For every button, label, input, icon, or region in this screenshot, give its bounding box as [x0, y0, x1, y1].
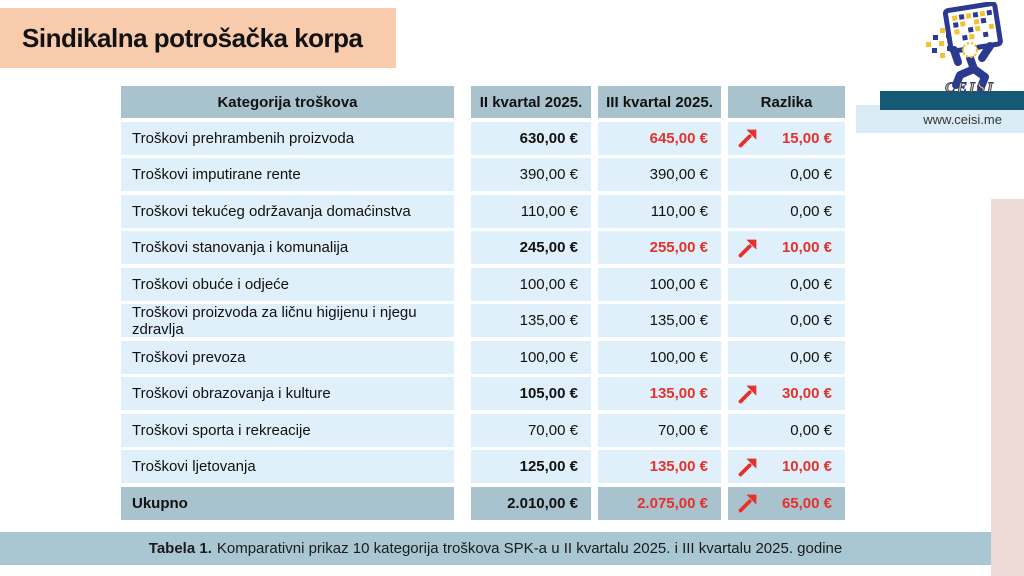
- difference-cell: 0,00 €: [728, 304, 845, 337]
- table-caption: Tabela 1. Komparativni prikaz 10 kategor…: [0, 532, 991, 565]
- q2-value-cell: 390,00 €: [471, 158, 591, 191]
- q2-value-cell: 100,00 €: [471, 340, 591, 374]
- table-body: Troškovi prehrambenih proizvoda 630,00 €…: [121, 121, 845, 483]
- logo-brand-text: CEISI: [945, 80, 995, 94]
- table-row: Troškovi sporta i rekreacije 70,00 € 70,…: [121, 413, 845, 447]
- q2-value-cell: 245,00 €: [471, 231, 591, 264]
- total-difference-value: 65,00 €: [781, 494, 832, 512]
- q3-value-cell: 70,00 €: [598, 413, 721, 447]
- total-q2-value: 2.010,00 €: [471, 486, 591, 520]
- difference-cell: 10,00 €: [728, 450, 845, 483]
- table-total-row: Ukupno 2.010,00 € 2.075,00 € 65,00 €: [121, 486, 845, 520]
- q2-value-cell: 105,00 €: [471, 377, 591, 410]
- q3-value-cell: 135,00 €: [598, 450, 721, 483]
- difference-value: 10,00 €: [781, 239, 832, 256]
- difference-value: 15,00 €: [781, 129, 832, 147]
- table-row: Troškovi proizvoda za ličnu higijenu i n…: [121, 304, 845, 338]
- increase-arrow-icon: [738, 494, 757, 513]
- caption-text: Komparativni prikaz 10 kategorija troško…: [216, 540, 843, 557]
- difference-value: 0,00 €: [790, 348, 832, 366]
- table-row: Troškovi obuće i odjeće 100,00 € 100,00 …: [121, 267, 845, 301]
- category-cell: Troškovi stanovanja i komunalija: [121, 231, 454, 264]
- website-url: www.ceisi.me: [923, 111, 1002, 127]
- category-cell: Troškovi obrazovanja i kulture: [121, 377, 454, 410]
- q3-value-cell: 135,00 €: [598, 304, 721, 337]
- difference-value: 0,00 €: [790, 312, 832, 329]
- difference-value: 30,00 €: [781, 385, 832, 402]
- table-row: Troškovi prevoza 100,00 € 100,00 € 0,00 …: [121, 340, 845, 374]
- header-difference: Razlika: [728, 86, 845, 118]
- difference-cell: 30,00 €: [728, 377, 845, 410]
- pink-accent-strip: [991, 199, 1024, 576]
- q2-value-cell: 70,00 €: [471, 413, 591, 447]
- total-q3-value: 2.075,00 €: [598, 486, 721, 520]
- caption-label: Tabela 1.: [148, 540, 212, 557]
- header-q3-2025: III kvartal 2025.: [598, 86, 721, 118]
- table-row: Troškovi imputirane rente 390,00 € 390,0…: [121, 158, 845, 191]
- total-difference-cell: 65,00 €: [728, 486, 845, 520]
- total-label: Ukupno: [121, 486, 454, 520]
- q2-value-cell: 135,00 €: [471, 304, 591, 337]
- difference-cell: 0,00 €: [728, 194, 845, 228]
- q3-value-cell: 135,00 €: [598, 377, 721, 410]
- difference-value: 0,00 €: [790, 166, 832, 183]
- q3-value-cell: 390,00 €: [598, 158, 721, 191]
- q3-value-cell: 645,00 €: [598, 121, 721, 155]
- table-row: Troškovi stanovanja i komunalija 245,00 …: [121, 231, 845, 264]
- q3-value-cell: 100,00 €: [598, 267, 721, 301]
- page-title: Sindikalna potrošačka korpa: [22, 22, 363, 53]
- logo-emblem-icon: [961, 41, 979, 59]
- difference-value: 0,00 €: [790, 275, 832, 293]
- table-row: Troškovi obrazovanja i kulture 105,00 € …: [121, 377, 845, 410]
- difference-cell: 15,00 €: [728, 121, 845, 155]
- category-cell: Troškovi tekućeg održavanja domaćinstva: [121, 194, 454, 228]
- increase-arrow-icon: [738, 239, 757, 257]
- increase-arrow-icon: [738, 129, 757, 148]
- category-cell: Troškovi obuće i odjeće: [121, 267, 454, 301]
- difference-cell: 0,00 €: [728, 158, 845, 191]
- q2-value-cell: 125,00 €: [471, 450, 591, 483]
- ceisi-logo: CEISI: [926, 2, 1003, 94]
- difference-cell: 0,00 €: [728, 267, 845, 301]
- q3-value-cell: 110,00 €: [598, 194, 721, 228]
- q2-value-cell: 110,00 €: [471, 194, 591, 228]
- table-header-row: Kategorija troškova II kvartal 2025. III…: [121, 86, 845, 118]
- cost-table: Kategorija troškova II kvartal 2025. III…: [121, 86, 845, 520]
- title-box: Sindikalna potrošačka korpa: [0, 8, 396, 68]
- q2-value-cell: 630,00 €: [471, 121, 591, 155]
- teal-accent-bar: [880, 91, 1024, 110]
- difference-value: 10,00 €: [781, 458, 832, 475]
- table-row: Troškovi ljetovanja 125,00 € 135,00 € 10…: [121, 450, 845, 483]
- increase-arrow-icon: [738, 385, 757, 403]
- table-row: Troškovi tekućeg održavanja domaćinstva …: [121, 194, 845, 228]
- category-cell: Troškovi sporta i rekreacije: [121, 413, 454, 447]
- difference-value: 0,00 €: [790, 202, 832, 220]
- difference-cell: 10,00 €: [728, 231, 845, 264]
- difference-cell: 0,00 €: [728, 340, 845, 374]
- category-cell: Troškovi prevoza: [121, 340, 454, 374]
- q2-value-cell: 100,00 €: [471, 267, 591, 301]
- increase-arrow-icon: [738, 458, 757, 476]
- logo-figure-icon: [950, 42, 994, 91]
- category-cell: Troškovi proizvoda za ličnu higijenu i n…: [121, 304, 454, 338]
- category-cell: Troškovi ljetovanja: [121, 450, 454, 483]
- category-cell: Troškovi imputirane rente: [121, 158, 454, 191]
- q3-value-cell: 255,00 €: [598, 231, 721, 264]
- q3-value-cell: 100,00 €: [598, 340, 721, 374]
- difference-cell: 0,00 €: [728, 413, 845, 447]
- category-cell: Troškovi prehrambenih proizvoda: [121, 121, 454, 155]
- header-category: Kategorija troškova: [121, 86, 454, 118]
- header-q2-2025: II kvartal 2025.: [471, 86, 591, 118]
- table-row: Troškovi prehrambenih proizvoda 630,00 €…: [121, 121, 845, 155]
- difference-value: 0,00 €: [790, 421, 832, 439]
